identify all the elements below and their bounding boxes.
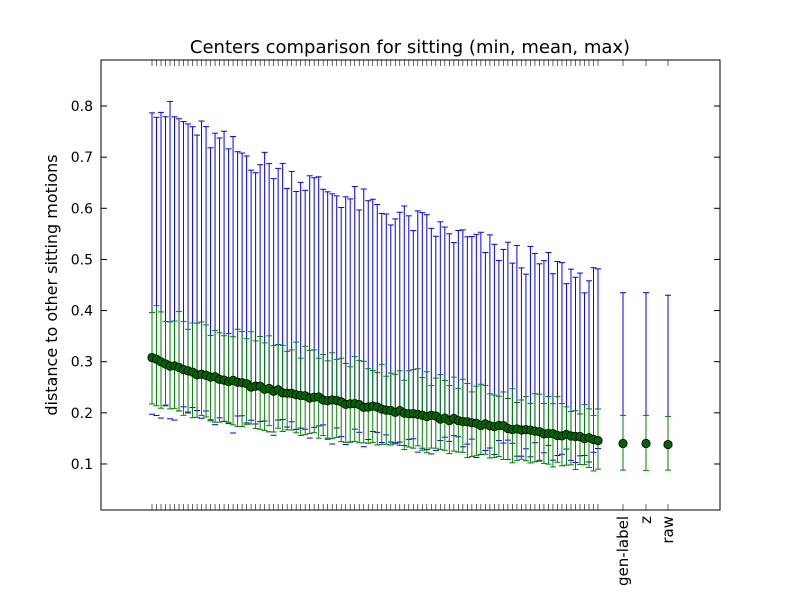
plot-frame xyxy=(100,59,721,511)
mean-marker-raw xyxy=(663,439,673,450)
y-axis-label: distance to other sitting motions xyxy=(42,154,61,415)
chart-title: Centers comparison for sitting (min, mea… xyxy=(190,37,630,58)
axis-layer: 0.1 0.2 0.3 0.4 0.5 0.6 0.7 0.8 gen-label z raw xyxy=(71,60,720,586)
x-tick-label-raw: raw xyxy=(659,516,677,544)
y-tick-label-0.5: 0.5 xyxy=(71,252,93,268)
x-tick-label-gen-label: gen-label xyxy=(614,516,632,586)
x-tick-label-z: z xyxy=(637,516,655,524)
y-tick-label-0.2: 0.2 xyxy=(71,406,93,422)
mean-marker-z xyxy=(641,438,651,449)
y-tick-label-0.8: 0.8 xyxy=(71,99,93,115)
mean-marker-99 xyxy=(593,436,603,446)
y-tick-label-0.3: 0.3 xyxy=(71,355,93,371)
y-tick-label-0.1: 0.1 xyxy=(71,457,93,473)
y-tick-label-0.6: 0.6 xyxy=(71,201,93,217)
mean-marker-gen-label xyxy=(618,438,628,449)
y-tick-label-0.4: 0.4 xyxy=(71,304,93,320)
plot-layer xyxy=(147,100,673,472)
y-tick-label-0.7: 0.7 xyxy=(71,150,93,166)
